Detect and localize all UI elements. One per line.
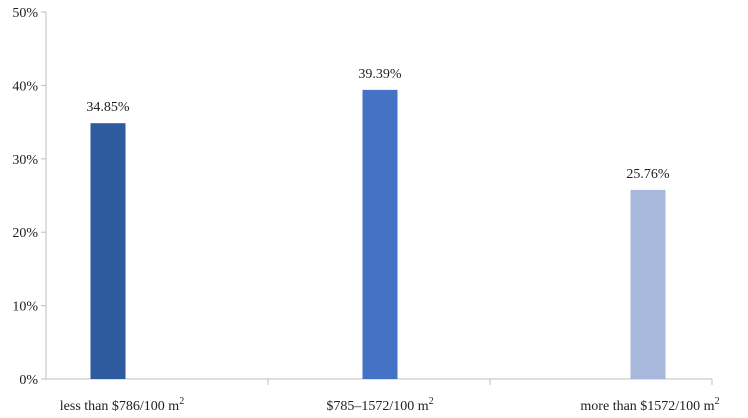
y-tick-label: 10% — [12, 300, 38, 315]
axes: 0% 10% 20% 30% 40% 50% — [12, 6, 713, 388]
data-label: 25.76% — [626, 167, 670, 182]
x-category-label-superscript: 2 — [715, 396, 720, 407]
x-category-label-text: $785–1572/100 m — [326, 399, 428, 414]
x-category-label-text: less than $786/100 m — [60, 399, 179, 414]
data-label: 34.85% — [86, 100, 130, 115]
y-tick-label: 20% — [12, 226, 38, 241]
x-category-label: $785–1572/100 m2 — [326, 396, 433, 414]
bars — [90, 89, 666, 380]
x-category-label-superscript: 2 — [429, 396, 434, 407]
bar — [630, 189, 666, 379]
bar — [90, 123, 126, 380]
x-category-label: more than $1572/100 m2 — [580, 396, 719, 414]
x-category-label-superscript: 2 — [179, 396, 184, 407]
x-category-label-text: more than $1572/100 m — [580, 399, 714, 414]
y-tick-label: 30% — [12, 153, 38, 168]
y-tick-label: 0% — [19, 373, 38, 388]
x-category-label: less than $786/100 m2 — [60, 396, 184, 414]
bar — [362, 89, 398, 379]
labels: 34.85%39.39%25.76%less than $786/100 m2 $… — [60, 67, 720, 414]
y-tick-label: 50% — [12, 6, 38, 21]
data-label: 39.39% — [358, 67, 402, 82]
y-tick-label: 40% — [12, 79, 38, 94]
